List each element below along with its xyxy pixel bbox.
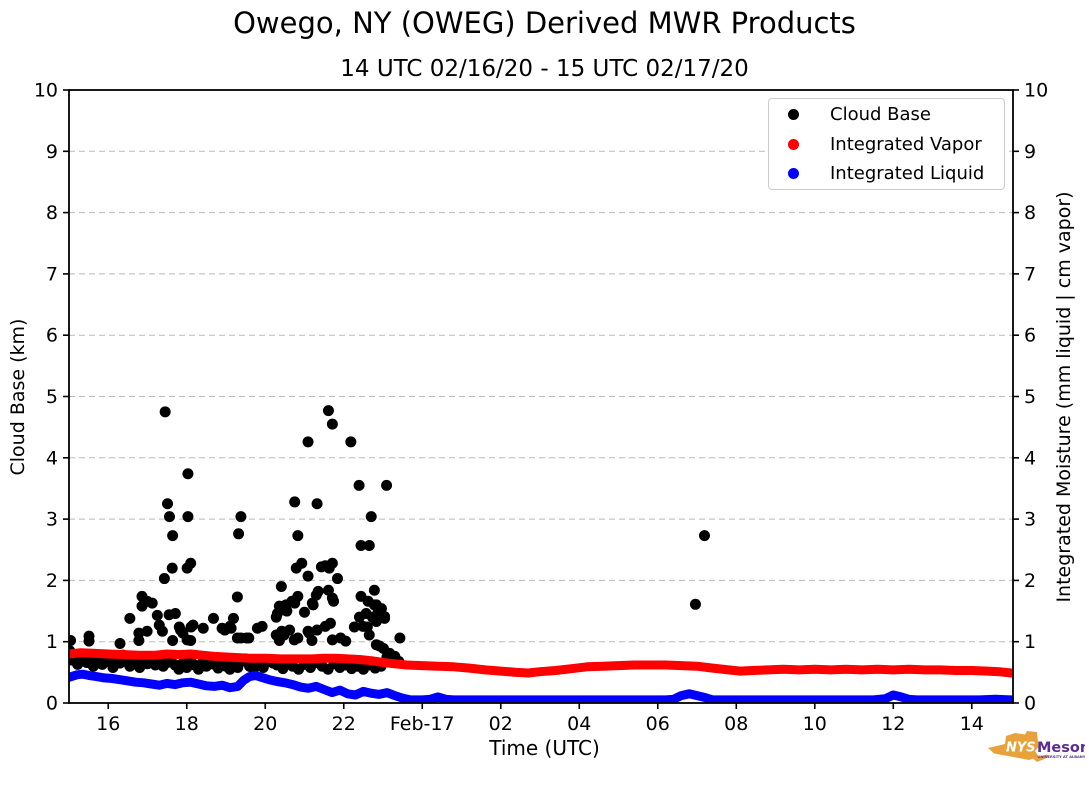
y-tick-label-right: 5 xyxy=(1024,386,1036,408)
x-tick-label: 06 xyxy=(646,713,670,735)
legend-label: Cloud Base xyxy=(830,104,931,125)
y-tick-label-left: 10 xyxy=(34,80,58,102)
y-tick-label-left: 6 xyxy=(46,325,58,347)
x-tick-label: 18 xyxy=(175,713,199,735)
y-tick-label-left: 5 xyxy=(46,386,58,408)
y-tick-label-right: 2 xyxy=(1024,570,1036,592)
chart-title: Owego, NY (OWEG) Derived MWR Products xyxy=(233,6,856,40)
legend-label: Integrated Liquid xyxy=(830,163,985,184)
x-tick-label: Feb-17 xyxy=(390,713,455,735)
y-tick-label-left: 8 xyxy=(46,202,58,224)
x-tick-label: 10 xyxy=(803,713,827,735)
y-tick-label-right: 10 xyxy=(1024,80,1048,102)
x-axis-label: Time (UTC) xyxy=(489,736,600,760)
cloud-base-marker-icon xyxy=(788,109,799,120)
y-tick-label-left: 4 xyxy=(46,447,58,469)
svg-text:Mesonet: Mesonet xyxy=(1037,740,1085,756)
legend-item-cloud-base: Cloud Base xyxy=(769,101,1004,129)
integrated-vapor-marker-icon xyxy=(788,138,799,150)
y-tick-label-right: 3 xyxy=(1024,509,1036,531)
x-tick-label: 04 xyxy=(567,713,591,735)
y-tick-label-right: 1 xyxy=(1024,631,1036,653)
x-tick-label: 22 xyxy=(332,713,356,735)
y-tick-label-right: 4 xyxy=(1024,447,1036,469)
x-tick-label: 16 xyxy=(96,713,120,735)
legend-item-integrated-vapor: Integrated Vapor xyxy=(769,130,1004,158)
legend: Cloud Base Integrated Vapor Integrated L… xyxy=(768,98,1005,190)
y-tick-label-left: 1 xyxy=(46,631,58,653)
nys-mesonet-logo: NYS Mesonet UNIVERSITY AT ALBANY xyxy=(985,727,1085,777)
y-tick-label-left: 2 xyxy=(46,570,58,592)
svg-text:UNIVERSITY AT ALBANY: UNIVERSITY AT ALBANY xyxy=(1038,755,1086,759)
x-tick-label: 08 xyxy=(724,713,748,735)
y-tick-label-right: 9 xyxy=(1024,141,1036,163)
ny-state-icon: NYS Mesonet UNIVERSITY AT ALBANY xyxy=(988,731,1086,762)
legend-label: Integrated Vapor xyxy=(830,133,982,155)
y-tick-label-right: 6 xyxy=(1024,325,1036,347)
legend-item-integrated-liquid: Integrated Liquid xyxy=(769,160,1004,188)
y-tick-label-right: 7 xyxy=(1024,263,1036,285)
y-tick-label-left: 7 xyxy=(46,263,58,285)
integrated-liquid-marker-icon xyxy=(788,168,799,179)
svg-text:NYS: NYS xyxy=(1006,741,1036,756)
y-tick-label-right: 8 xyxy=(1024,202,1036,224)
y-tick-label-left: 9 xyxy=(46,141,58,163)
x-tick-label: 14 xyxy=(960,713,984,735)
x-tick-label: 12 xyxy=(881,713,905,735)
chart-subtitle: 14 UTC 02/16/20 - 15 UTC 02/17/20 xyxy=(340,56,749,82)
y-tick-label-right: 0 xyxy=(1024,693,1036,715)
x-tick-label: 20 xyxy=(253,713,277,735)
y-tick-label-left: 0 xyxy=(46,693,58,715)
y-tick-label-left: 3 xyxy=(46,509,58,531)
x-tick-label: 02 xyxy=(489,713,513,735)
